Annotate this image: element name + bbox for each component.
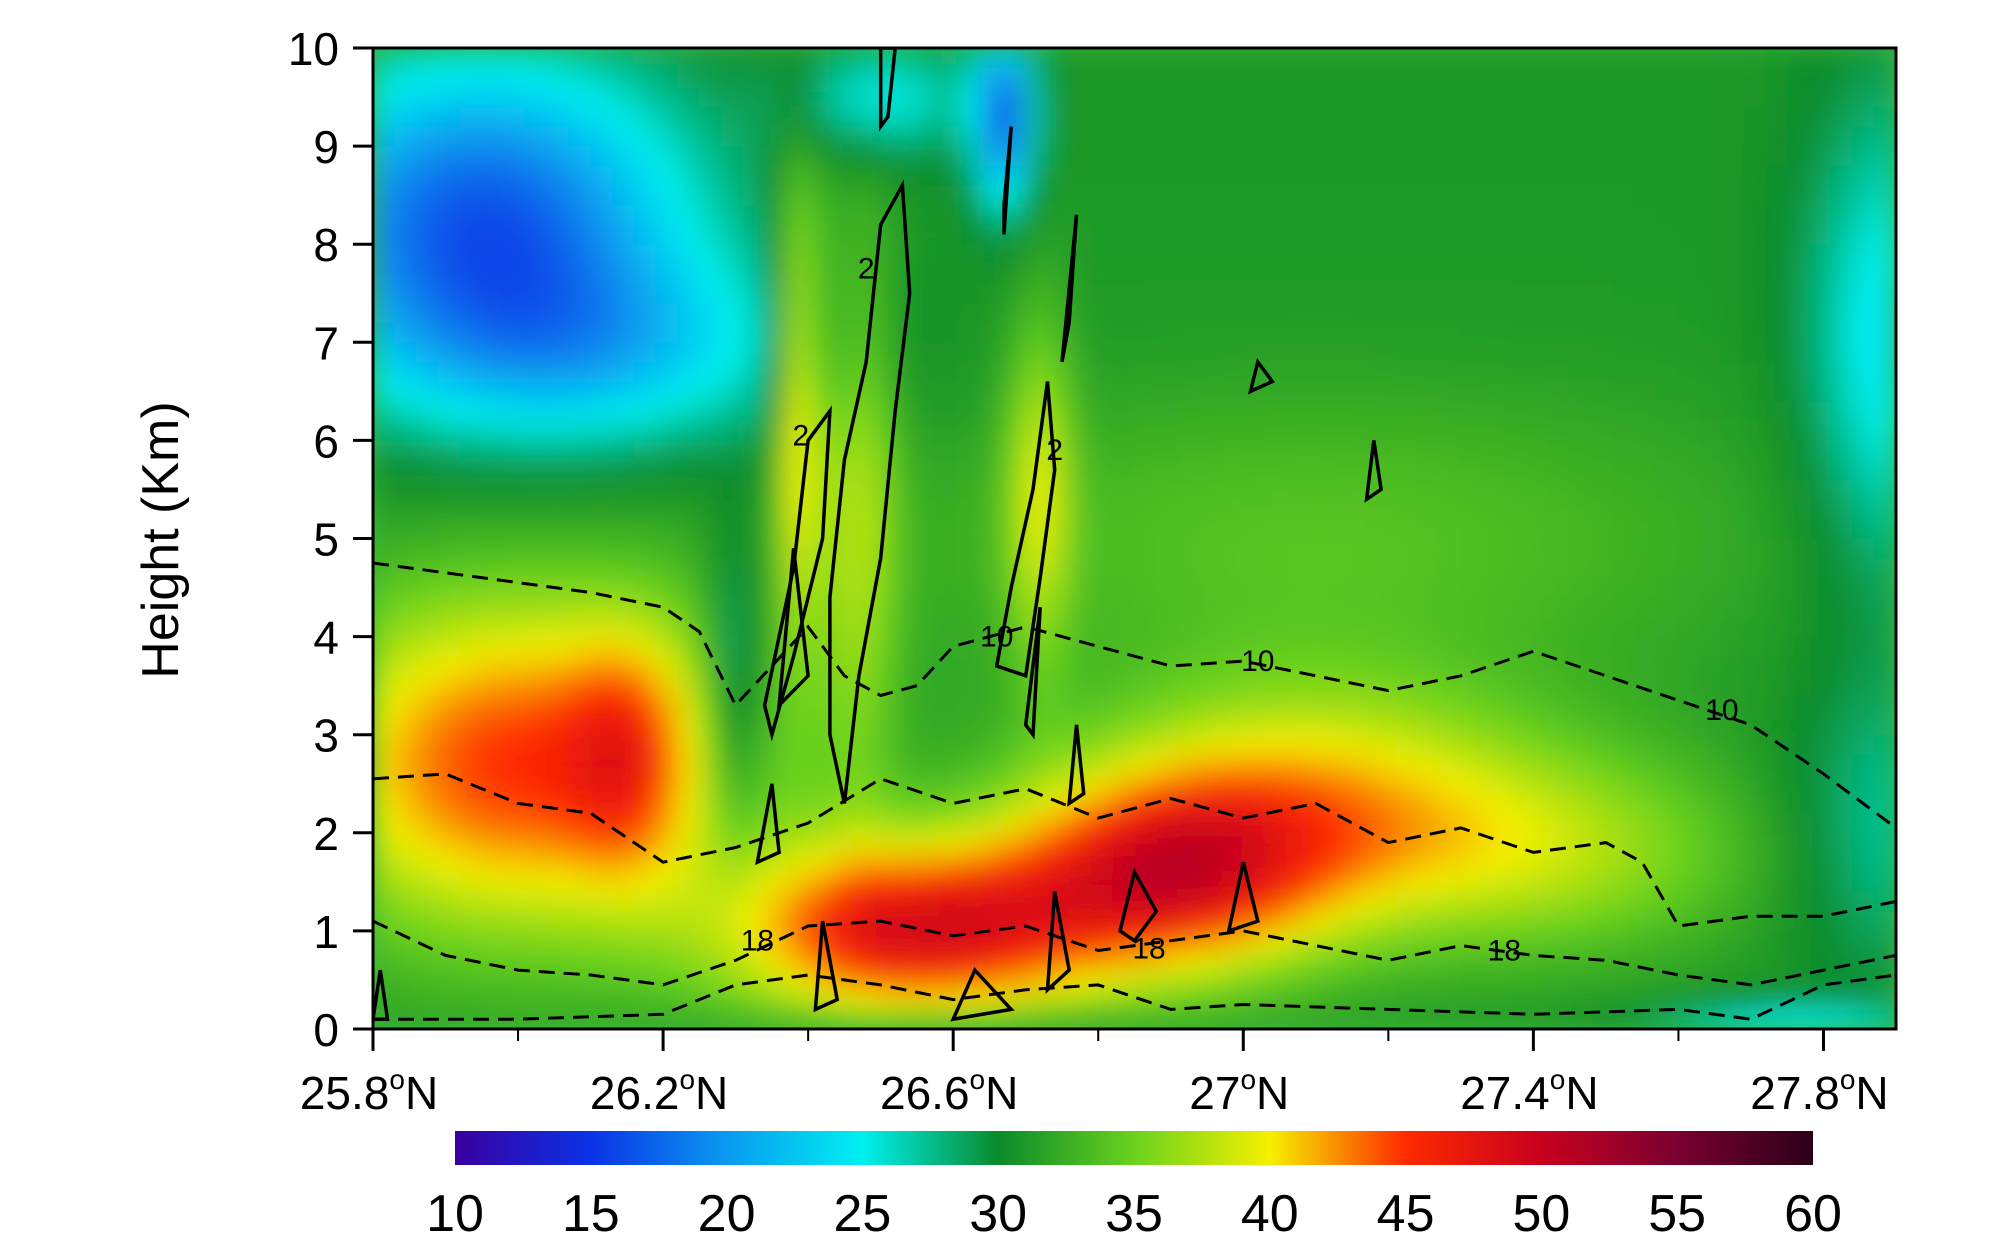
x-axis: 25.8oN 26.2oN 26.6oN 27oN 27.4oN 27.8oN: [300, 1029, 1889, 1119]
y-tick-label: 8: [313, 219, 339, 271]
y-tick-label: 4: [313, 612, 339, 664]
dashed-contour: [373, 919, 1896, 987]
contour-label: 18: [1488, 935, 1521, 968]
x-tick-label: 25.8oN: [300, 1064, 438, 1119]
x-tick-label: 27oN: [1189, 1064, 1289, 1119]
solid-contour: [994, 381, 1057, 679]
contour-label: 2: [858, 253, 875, 286]
solid-contour: [950, 966, 1015, 1022]
solid-contour: [776, 548, 810, 711]
x-tick-label: 26.6oN: [880, 1064, 1018, 1119]
y-tick-label: 9: [313, 121, 339, 173]
contour-label: 18: [741, 925, 774, 958]
colorbar-tick-label: 60: [1784, 1185, 1842, 1243]
dashed-contour: [373, 772, 1896, 928]
y-tick-label: 2: [313, 808, 339, 860]
dashed-contour: [373, 973, 1896, 1021]
contour-label: 2: [1046, 434, 1063, 467]
solid-contour: [762, 405, 832, 742]
x-tick-label: 27.8oN: [1750, 1064, 1888, 1119]
colorbar-tick-label: 45: [1377, 1185, 1435, 1243]
colorbar-tick-label: 35: [1105, 1185, 1163, 1243]
colorbar-tick-label: 10: [426, 1185, 484, 1243]
dashed-contour: [373, 561, 1896, 830]
colorbar-tick-label: 20: [698, 1185, 756, 1243]
contour-labels: 10 10 10 18 18 18 2 2 2: [741, 253, 1739, 968]
solid-contour: [828, 179, 912, 804]
colorbar-gradient: [455, 1131, 1813, 1165]
colorbar-tick-label: 25: [833, 1185, 891, 1243]
y-tick-label: 10: [288, 23, 339, 75]
heatmap-field: [373, 48, 1896, 1029]
colorbar: 10 15 20 25 30 35 40 45 50 55 60: [426, 1131, 1842, 1243]
solid-contour: [1023, 606, 1042, 740]
contour-label: 18: [1132, 933, 1165, 966]
contour-label: 10: [1705, 694, 1738, 727]
x-tick-label: 27.4oN: [1460, 1064, 1598, 1119]
y-tick-label: 7: [313, 317, 339, 369]
solid-contour: [373, 969, 390, 1021]
colorbar-tick-label: 55: [1648, 1185, 1706, 1243]
contour-label: 10: [1241, 645, 1274, 678]
contour-label: 2: [793, 419, 810, 452]
solid-contour: [1364, 440, 1383, 503]
solid-contour: [878, 48, 897, 132]
y-axis: 0 1 2 3 4 5 6 7 8 9 10: [288, 23, 373, 1056]
y-tick-label: 6: [313, 415, 339, 467]
solid-contour: [1247, 357, 1275, 395]
colorbar-tick-label: 40: [1241, 1185, 1299, 1243]
solid-contour: [1002, 126, 1013, 235]
colorbar-tick-label: 30: [969, 1185, 1027, 1243]
solid-contour: [1045, 891, 1072, 995]
solid-contour: [1067, 724, 1086, 807]
colorbar-ticks: 10 15 20 25 30 35 40 45 50 55 60: [426, 1185, 1842, 1243]
solid-contour: [755, 783, 781, 866]
y-axis-label: Height (Km): [132, 401, 190, 678]
x-tick-label: 26.2oN: [590, 1064, 728, 1119]
solid-contour: [813, 920, 840, 1013]
solid-contour: [1118, 867, 1159, 944]
colorbar-tick-label: 15: [562, 1185, 620, 1243]
solid-contour: [1060, 214, 1079, 363]
reflectivity-shading: [373, 48, 1896, 1029]
colorbar-tick-label: 50: [1512, 1185, 1570, 1243]
y-tick-label: 5: [313, 514, 339, 566]
contour-overlay: [373, 48, 1896, 1022]
contour-label: 10: [980, 621, 1013, 654]
y-tick-label: 3: [313, 710, 339, 762]
y-tick-label: 1: [313, 906, 339, 958]
solid-contour: [1226, 861, 1260, 934]
y-tick-label: 0: [313, 1004, 339, 1056]
